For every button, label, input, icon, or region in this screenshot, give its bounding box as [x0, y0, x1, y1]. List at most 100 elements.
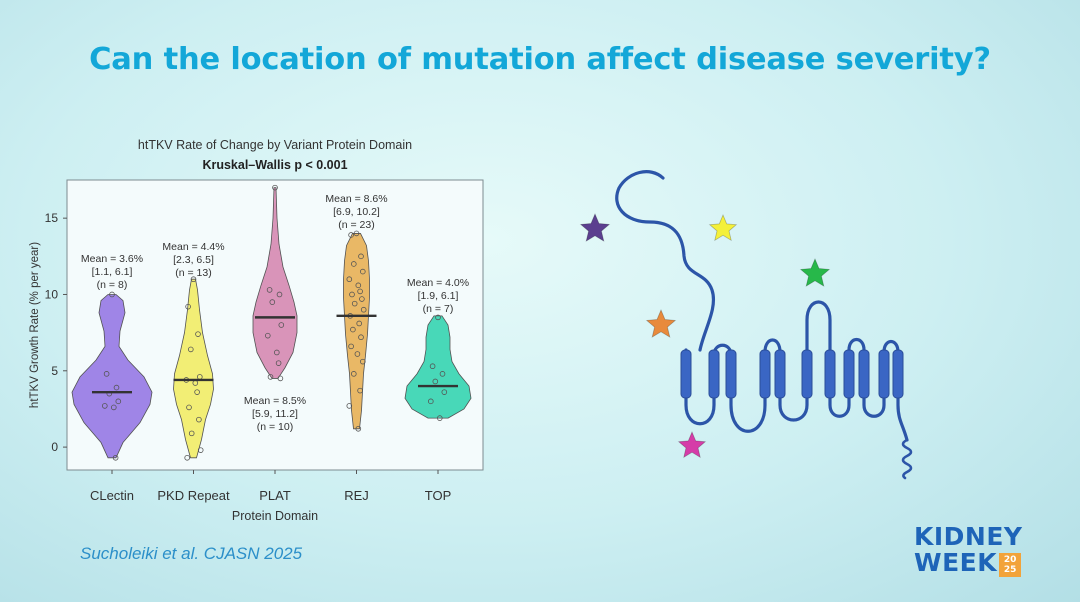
data-point [264, 332, 271, 339]
protein-strand [615, 170, 715, 352]
violin-clectin [71, 294, 153, 459]
data-point [276, 291, 283, 298]
group-annotation: Mean = 3.6% [81, 253, 143, 265]
data-point [435, 314, 441, 321]
transmembrane-helix [774, 349, 786, 399]
data-point [346, 276, 353, 283]
data-point [115, 398, 122, 405]
data-point [439, 371, 446, 377]
data-point [109, 291, 115, 298]
data-point [429, 363, 436, 370]
data-point [358, 334, 364, 341]
violin-rej [343, 233, 370, 430]
protein-tail [901, 438, 913, 480]
citation: Sucholeiki et al. CJASN 2025 [80, 544, 303, 563]
data-point [188, 346, 194, 353]
logo-year-badge: 20 25 [999, 553, 1022, 577]
transmembrane-helix [878, 349, 890, 399]
data-point [351, 300, 358, 307]
data-point [354, 351, 361, 357]
group-annotation: (n = 23) [338, 219, 374, 231]
logo-year-top: 20 [1003, 555, 1017, 565]
data-point [350, 261, 357, 267]
chart-title: htTKV Rate of Change by Variant Protein … [138, 138, 412, 152]
data-point [197, 447, 204, 453]
transmembrane-helix [801, 349, 813, 399]
data-point [359, 268, 366, 275]
violin-pkd [173, 278, 214, 459]
x-tick-label: TOP [425, 488, 452, 503]
data-point [102, 403, 108, 409]
data-point [184, 454, 191, 461]
group-annotation: Mean = 8.5% [244, 395, 306, 407]
data-point [269, 299, 276, 305]
x-tick-label: PKD Repeat [157, 488, 230, 503]
violin-top [404, 315, 472, 419]
star-purple-icon [579, 212, 611, 242]
transmembrane-helix [858, 349, 870, 399]
star-green-icon [799, 257, 831, 287]
data-point [277, 375, 284, 382]
y-tick-label: 10 [45, 287, 59, 301]
data-point [111, 404, 117, 411]
transmembrane-helix [843, 349, 855, 399]
data-point [196, 416, 202, 423]
violin-plat [252, 187, 298, 379]
data-point [267, 374, 274, 380]
data-point [353, 230, 360, 237]
data-point [346, 403, 353, 409]
group-annotation: (n = 10) [257, 421, 293, 433]
data-point [441, 389, 448, 395]
data-point [357, 288, 363, 295]
data-point [195, 331, 201, 337]
x-tick-label: CLectin [90, 488, 134, 503]
data-point [112, 454, 119, 461]
logo-line1: KIDNEY [914, 522, 1023, 551]
data-point [190, 276, 197, 283]
star-magenta-icon [677, 430, 707, 459]
logo-year-bottom: 25 [1003, 565, 1017, 575]
data-point [278, 322, 285, 328]
transmembrane-helix [708, 349, 720, 399]
data-point [272, 184, 278, 191]
group-annotation: (n = 8) [97, 279, 128, 291]
data-point [359, 358, 366, 365]
data-point [103, 371, 110, 377]
y-tick-label: 5 [51, 364, 58, 378]
data-point [186, 404, 192, 411]
data-point [275, 360, 282, 366]
data-point [188, 430, 195, 437]
data-point [355, 425, 362, 432]
data-point [436, 415, 443, 421]
transmembrane-helix [892, 349, 904, 399]
transmembrane-helix [680, 349, 692, 399]
data-point [432, 378, 439, 385]
kidney-week-logo: KIDNEY WEEK 20 25 [914, 524, 1044, 577]
data-point [357, 387, 363, 394]
data-point [349, 291, 355, 298]
slide-title: Can the location of mutation affect dise… [89, 42, 991, 77]
group-annotation: (n = 7) [423, 303, 454, 315]
data-point [194, 389, 200, 395]
group-annotation: [5.9, 11.2] [252, 408, 298, 420]
data-point [113, 384, 120, 391]
data-point [360, 306, 367, 313]
group-annotation: [1.1, 6.1] [92, 266, 133, 278]
data-point [355, 282, 362, 289]
data-point [350, 371, 357, 377]
x-axis-label: Protein Domain [232, 509, 318, 523]
transmembrane-helix [824, 349, 836, 399]
x-tick-label: PLAT [259, 488, 291, 503]
y-axis-label: htTKV Growth Rate (% per year) [29, 242, 41, 408]
protein-diagram [579, 170, 913, 480]
data-point [427, 398, 434, 405]
data-point [358, 253, 364, 260]
data-point [359, 296, 365, 302]
data-point [266, 287, 273, 293]
y-tick-label: 15 [45, 211, 59, 225]
group-annotation: [6.9, 10.2] [333, 206, 380, 218]
group-annotation: [1.9, 6.1] [418, 290, 459, 302]
x-tick-label: REJ [344, 488, 369, 503]
data-point [348, 343, 354, 350]
data-point [348, 232, 354, 238]
